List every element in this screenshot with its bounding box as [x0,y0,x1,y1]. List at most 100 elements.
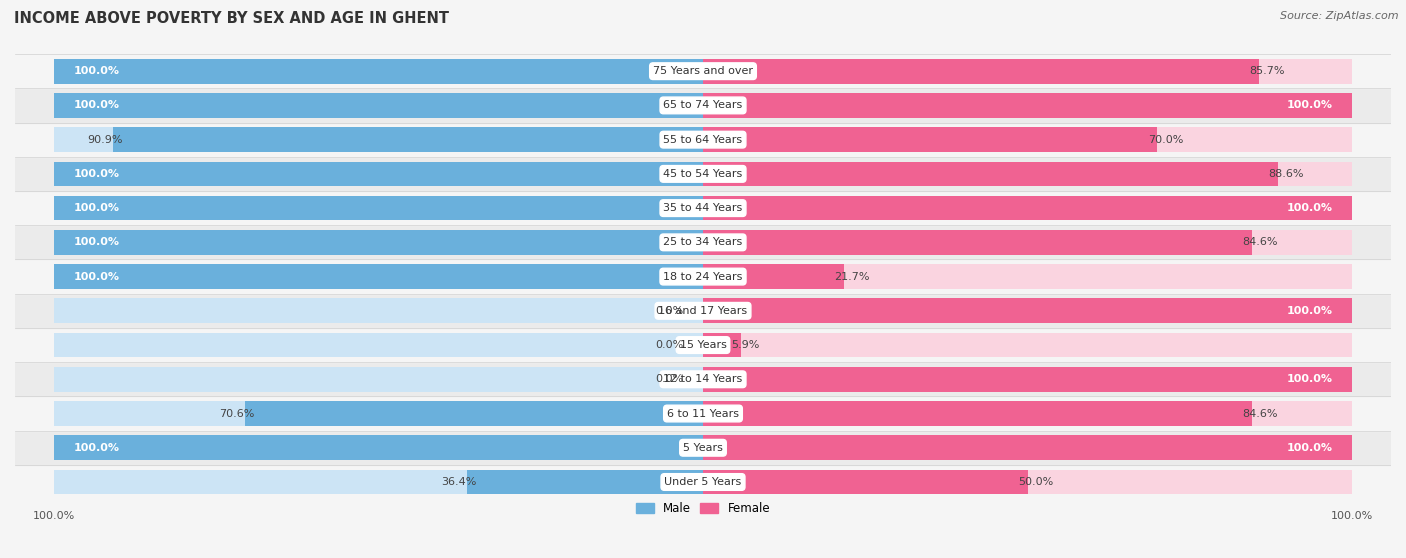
Bar [703,196,1353,220]
Text: 100.0%: 100.0% [1286,203,1333,213]
Bar [703,162,1278,186]
Text: 6 to 11 Years: 6 to 11 Years [666,408,740,418]
Bar [15,465,1391,499]
Bar [53,93,703,118]
Text: 55 to 64 Years: 55 to 64 Years [664,134,742,145]
Text: 18 to 24 Years: 18 to 24 Years [664,272,742,282]
Bar [15,328,1391,362]
Text: 70.6%: 70.6% [219,408,254,418]
Text: 100.0%: 100.0% [1331,511,1374,521]
Bar [53,367,703,392]
Text: 100.0%: 100.0% [73,66,120,76]
Bar [15,362,1391,396]
Bar [53,264,703,289]
Text: 100.0%: 100.0% [73,237,120,247]
Text: 100.0%: 100.0% [73,203,120,213]
Text: 21.7%: 21.7% [834,272,869,282]
Bar [703,59,1353,84]
Text: 0.0%: 0.0% [655,374,683,384]
Bar [53,196,703,220]
Text: 0.0%: 0.0% [655,340,683,350]
Text: 100.0%: 100.0% [1286,442,1333,453]
Text: 36.4%: 36.4% [441,477,477,487]
Bar [703,264,1353,289]
Text: 100.0%: 100.0% [73,442,120,453]
Bar [703,230,1353,254]
Bar [703,127,1353,152]
Bar [53,401,703,426]
Bar [53,93,703,118]
Bar [53,230,703,254]
Bar [15,191,1391,225]
Bar [53,127,703,152]
Text: 85.7%: 85.7% [1250,66,1285,76]
Bar [467,470,703,494]
Bar [15,225,1391,259]
Text: INCOME ABOVE POVERTY BY SEX AND AGE IN GHENT: INCOME ABOVE POVERTY BY SEX AND AGE IN G… [14,11,449,26]
Bar [53,196,703,220]
Bar [703,435,1353,460]
Text: 84.6%: 84.6% [1243,237,1278,247]
Text: 45 to 54 Years: 45 to 54 Years [664,169,742,179]
Bar [703,230,1253,254]
Text: 65 to 74 Years: 65 to 74 Years [664,100,742,110]
Bar [53,435,703,460]
Bar [245,401,703,426]
Bar [15,294,1391,328]
Text: 100.0%: 100.0% [1286,100,1333,110]
Text: 70.0%: 70.0% [1147,134,1182,145]
Bar [53,162,703,186]
Bar [15,54,1391,88]
Bar [703,367,1353,392]
Text: 75 Years and over: 75 Years and over [652,66,754,76]
Text: 100.0%: 100.0% [73,272,120,282]
Text: 100.0%: 100.0% [32,511,75,521]
Bar [703,127,1157,152]
Bar [53,230,703,254]
Text: 100.0%: 100.0% [1286,306,1333,316]
Text: 100.0%: 100.0% [73,169,120,179]
Bar [53,435,703,460]
Bar [15,431,1391,465]
Bar [53,470,703,494]
Text: Under 5 Years: Under 5 Years [665,477,741,487]
Bar [703,299,1353,323]
Bar [703,59,1260,84]
Bar [703,367,1353,392]
Text: 100.0%: 100.0% [1286,374,1333,384]
Bar [703,401,1253,426]
Bar [703,470,1353,494]
Legend: Male, Female: Male, Female [631,498,775,520]
Text: 25 to 34 Years: 25 to 34 Years [664,237,742,247]
Bar [703,401,1353,426]
Bar [703,93,1353,118]
Bar [703,333,741,357]
Bar [112,127,703,152]
Bar [15,88,1391,123]
Text: 35 to 44 Years: 35 to 44 Years [664,203,742,213]
Bar [53,59,703,84]
Text: Source: ZipAtlas.com: Source: ZipAtlas.com [1281,11,1399,21]
Text: 88.6%: 88.6% [1268,169,1303,179]
Bar [53,333,703,357]
Bar [15,123,1391,157]
Bar [703,162,1353,186]
Text: 15 Years: 15 Years [679,340,727,350]
Bar [703,264,844,289]
Bar [703,299,1353,323]
Bar [703,196,1353,220]
Text: 12 to 14 Years: 12 to 14 Years [664,374,742,384]
Bar [703,435,1353,460]
Bar [15,259,1391,294]
Bar [703,333,1353,357]
Text: 0.0%: 0.0% [655,306,683,316]
Text: 84.6%: 84.6% [1243,408,1278,418]
Bar [53,162,703,186]
Text: 100.0%: 100.0% [73,100,120,110]
Text: 16 and 17 Years: 16 and 17 Years [658,306,748,316]
Text: 5.9%: 5.9% [731,340,759,350]
Bar [703,93,1353,118]
Bar [53,299,703,323]
Text: 50.0%: 50.0% [1018,477,1053,487]
Bar [15,396,1391,431]
